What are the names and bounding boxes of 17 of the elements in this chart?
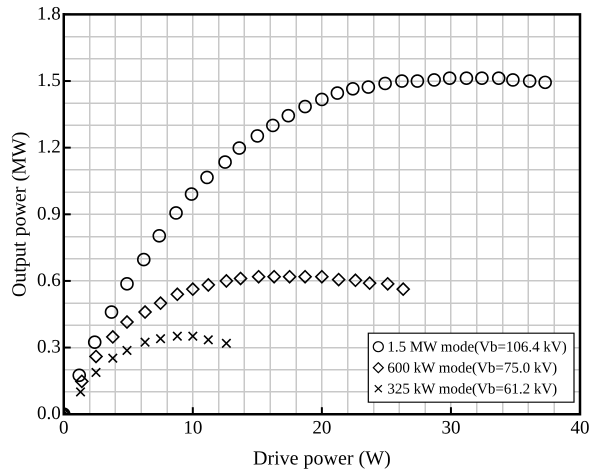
x-tick-label: 40: [570, 418, 590, 439]
legend-label: 1.5 MW mode(Vb=106.4 kV): [387, 340, 567, 356]
x-tick-label: 20: [312, 418, 332, 439]
y-tick-label: 1.2: [37, 136, 61, 158]
x-tick-label: 30: [441, 418, 460, 439]
y-tick-label: 1.8: [37, 3, 61, 24]
x-tick-label: 0: [59, 418, 68, 439]
legend-label: 325 kW mode(Vb=61.2 kV): [387, 382, 558, 398]
legend-label: 600 kW mode(Vb=75.0 kV): [387, 360, 558, 377]
y-axis-title: Output power (MW): [8, 132, 30, 298]
y-tick-label: 1.5: [37, 70, 61, 92]
y-tick-label: 0.9: [37, 203, 61, 224]
y-tick-label: 0.0: [37, 403, 61, 424]
y-tick-label: 0.6: [37, 270, 61, 291]
y-tick-label: 0.3: [37, 336, 61, 358]
x-axis-title: Drive power (W): [253, 447, 391, 470]
x-tick-label: 10: [183, 418, 202, 439]
